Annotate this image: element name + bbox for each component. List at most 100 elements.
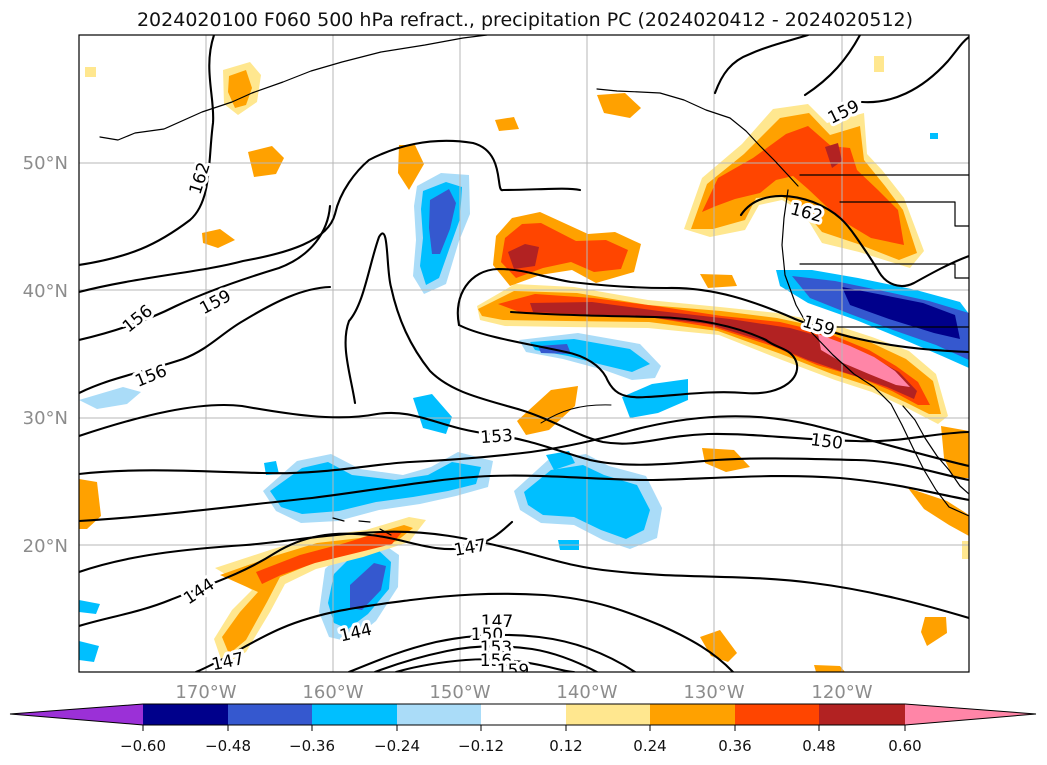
contour-label-147-south: 147 xyxy=(481,612,513,632)
colorbar-ticks xyxy=(142,725,906,731)
map-title: 2024020100 F060 500 hPa refract., precip… xyxy=(137,9,913,31)
contour-label-159-south: 159 xyxy=(497,661,529,681)
small-yellow-2 xyxy=(874,56,884,72)
contour-central-inner xyxy=(457,310,799,399)
contour-thin-1 xyxy=(540,404,612,424)
southwest-blue-core xyxy=(270,462,481,514)
colorbar-bin-orange xyxy=(650,704,735,725)
small-orange-8 xyxy=(700,630,737,662)
lower-east-orange xyxy=(908,488,969,536)
contour-label-156-south: 156 xyxy=(480,651,512,671)
colorbar-label-2: −0.48 xyxy=(205,737,251,755)
colorbar-bin-light-blue xyxy=(397,704,481,725)
colorbar-label-7: 0.24 xyxy=(633,737,666,755)
contour-central-loop xyxy=(456,267,969,354)
colorbar-label-4: −0.24 xyxy=(374,737,420,755)
contour-147 xyxy=(79,474,969,523)
contour-label-153-south: 153 xyxy=(480,638,512,658)
lon-label-120w: 120°W xyxy=(811,682,872,703)
contour-label-150: 150 xyxy=(809,430,844,454)
small-orange-5 xyxy=(495,117,519,131)
small-yellow-3 xyxy=(962,541,969,559)
map-frame xyxy=(78,34,970,673)
contour-156-lower-south xyxy=(394,658,576,672)
small-blue-6 xyxy=(79,600,100,614)
colorbar-label-1: −0.60 xyxy=(120,737,166,755)
small-orange-4 xyxy=(597,93,641,118)
colorbar-bins xyxy=(10,704,1036,725)
pacific-northwest-darkred xyxy=(825,143,842,168)
blue-jet-core xyxy=(842,287,960,339)
longitude-labels: 170°W 160°W 150°W 140°W 130°W 120°W xyxy=(175,682,872,703)
contour-147-lower xyxy=(194,592,735,672)
west-us-coastline xyxy=(781,189,969,517)
south-orange-band-red xyxy=(256,531,403,584)
contour-162-west xyxy=(79,35,216,267)
west-alaska-precip-core xyxy=(228,70,252,108)
small-blue-3 xyxy=(622,379,688,418)
colorbar-label-5: −0.12 xyxy=(458,737,504,755)
lat-label-30n: 30°N xyxy=(23,408,68,429)
contour-162-north-east-upper xyxy=(713,35,810,95)
contour-144-lower xyxy=(79,520,514,628)
small-orange-6 xyxy=(700,274,737,288)
coastlines xyxy=(99,35,969,536)
coast-band-pink xyxy=(818,334,910,387)
south-orange-band xyxy=(214,517,426,665)
east-central-orange-patch xyxy=(517,386,578,435)
lat-label-50n: 50°N xyxy=(23,153,68,174)
lon-label-130w: 130°W xyxy=(683,682,744,703)
small-blue-7 xyxy=(79,641,99,662)
lon-label-160w: 160°W xyxy=(302,682,363,703)
state-border-3 xyxy=(799,263,969,279)
south-blue-tail-dark xyxy=(350,563,386,610)
colorbar: −0.60 −0.48 −0.36 −0.24 −0.12 0.12 0.24 … xyxy=(9,703,1037,755)
colorbar-bin-pink xyxy=(905,704,1036,725)
small-orange-2 xyxy=(202,229,235,248)
contour-153-lower xyxy=(373,645,599,672)
colorbar-labels: −0.60 −0.48 −0.36 −0.24 −0.12 0.12 0.24 … xyxy=(120,737,922,755)
small-blue-4 xyxy=(546,451,575,470)
baja-coastline xyxy=(902,405,969,495)
colorbar-label-6: 0.12 xyxy=(549,737,582,755)
small-blue-1 xyxy=(79,387,141,409)
lon-label-170w: 170°W xyxy=(175,682,236,703)
blue-jet-mid xyxy=(792,276,969,360)
small-orange-7 xyxy=(921,617,947,646)
contour-150-lower xyxy=(347,633,637,672)
colorbar-bin-navy xyxy=(143,704,228,725)
small-blue-9 xyxy=(930,133,938,139)
small-blue-5 xyxy=(264,461,279,475)
contour-upper-loop xyxy=(344,232,969,445)
mid-pacific-blue-1-dark xyxy=(429,189,456,254)
state-border-2 xyxy=(839,201,969,227)
colorbar-label-10: 0.60 xyxy=(888,737,921,755)
colorbar-bin-white xyxy=(481,704,566,725)
contour-153 xyxy=(79,403,969,482)
contour-156-lower xyxy=(79,285,332,395)
height-contours xyxy=(79,35,969,672)
lon-label-150w: 150°W xyxy=(429,682,490,703)
small-orange-9 xyxy=(814,665,845,672)
contour-label-153: 153 xyxy=(480,426,514,448)
colorbar-bin-red-orange xyxy=(735,704,819,725)
contour-159-north-east xyxy=(803,35,969,104)
lat-label-20n: 20°N xyxy=(23,536,68,557)
alaska-coastline xyxy=(99,35,488,141)
contour-162-north-east xyxy=(739,195,969,287)
lat-label-40n: 40°N xyxy=(23,281,68,302)
colorbar-label-8: 0.36 xyxy=(718,737,751,755)
pacific-northwest-redorange xyxy=(702,126,904,245)
contour-label-150-south: 150 xyxy=(471,625,503,645)
latitude-labels: 50°N 40°N 30°N 20°N xyxy=(23,153,68,557)
colorbar-bin-sky-blue xyxy=(312,704,397,725)
contour-156-west xyxy=(79,204,332,342)
small-orange-1 xyxy=(248,146,284,177)
contour-159-west xyxy=(79,139,582,294)
contour-144 xyxy=(79,530,969,620)
lon-label-140w: 140°W xyxy=(556,682,617,703)
central-pacific-dark-core xyxy=(508,244,539,269)
colorbar-label-3: −0.36 xyxy=(289,737,335,755)
contour-150 xyxy=(79,415,969,476)
